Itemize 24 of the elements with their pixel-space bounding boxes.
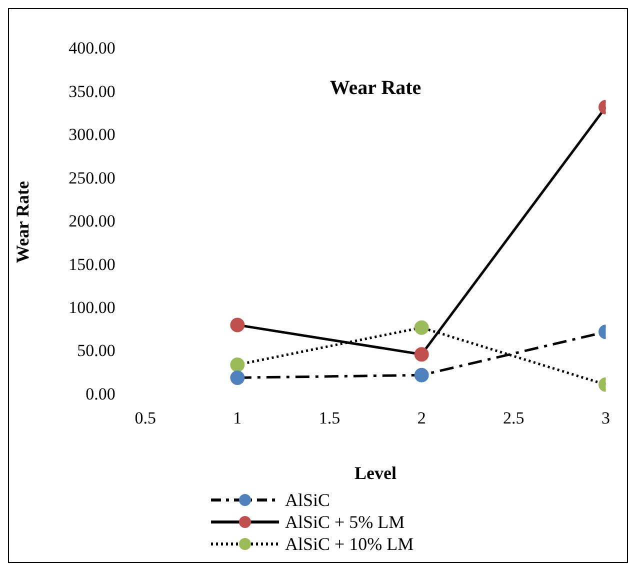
y-tick-label: 150.00 [68,254,116,274]
y-tick-label: 250.00 [68,168,116,188]
x-tick-label: 2 [417,408,426,428]
point [230,370,245,385]
text: Wear Rate [330,77,422,100]
point [230,318,245,332]
y-tick-label: 350.00 [68,82,116,101]
x-tick-label: 3 [602,408,610,428]
y-tick-label: 50.00 [77,341,116,360]
legend-label: AlSiC + 5% LM [285,512,405,532]
y-tick-label: 100.00 [68,298,116,318]
x-axis-title: Level [354,462,397,483]
y-tick-label: 300.00 [68,125,116,144]
y-tick-label: 0.00 [86,384,116,404]
legend-label: AlSiC [285,490,330,510]
x-tick-label: 1.5 [318,408,340,428]
y-tick-label: 400.00 [68,38,116,58]
x-tick-label: 2.5 [503,408,524,428]
point [230,357,245,372]
y-axis-title: Wear Rate [12,181,32,264]
y-tick-label: 200.00 [68,212,116,231]
x-tick-label: 0.5 [134,408,156,428]
x-tick-label: 1 [233,408,242,428]
legend-label: AlSiC + 10% LM [285,534,414,554]
